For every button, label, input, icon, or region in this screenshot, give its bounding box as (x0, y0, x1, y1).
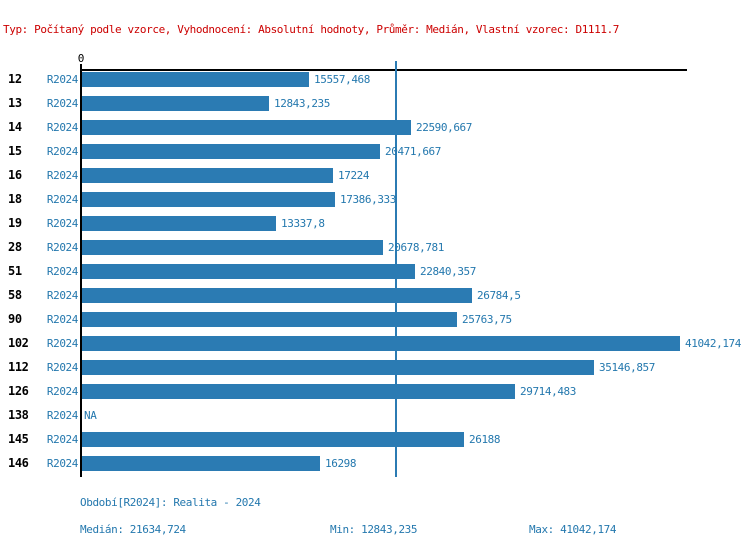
row-category-label: 18 (8, 192, 22, 206)
row-category-label: 15 (8, 144, 22, 158)
row-category-label: 51 (8, 264, 22, 278)
bar (82, 96, 269, 111)
row-category-label: 126 (8, 384, 29, 398)
bar-row: 13 R2024 12843,235 (0, 96, 750, 111)
axis-zero-label: 0 (77, 52, 85, 65)
bar (82, 168, 333, 183)
bar (82, 192, 335, 207)
row-category-label: 14 (8, 120, 22, 134)
bar-row: 58 R2024 26784,5 (0, 288, 750, 303)
row-series-label: R2024 (46, 73, 79, 86)
bar-value-label: 12843,235 (274, 97, 331, 110)
bar-value-label: 25763,75 (462, 313, 512, 326)
row-series-label: R2024 (46, 169, 79, 182)
bar-value-label: 13337,8 (281, 217, 325, 230)
bar (82, 216, 276, 231)
bar-value-label: 26784,5 (477, 289, 521, 302)
bar-value-label: 35146,857 (599, 361, 656, 374)
row-series-label: R2024 (46, 289, 79, 302)
bar-row: 102 R2024 41042,174 (0, 336, 750, 351)
row-category-label: 90 (8, 312, 22, 326)
row-series-label: R2024 (46, 193, 79, 206)
footer-max-label: Max: 41042,174 (529, 523, 617, 536)
x-axis-top-line (81, 69, 687, 71)
row-series-label: R2024 (46, 265, 79, 278)
bar-row: 16 R2024 17224 (0, 168, 750, 183)
bar (82, 72, 309, 87)
bar (82, 264, 415, 279)
row-category-label: 138 (8, 408, 29, 422)
row-series-label: R2024 (46, 145, 79, 158)
row-category-label: 16 (8, 168, 22, 182)
bar-row: 28 R2024 20678,781 (0, 240, 750, 255)
bar-value-label: 22840,357 (420, 265, 477, 278)
y-axis-line (80, 64, 82, 477)
row-category-label: 146 (8, 456, 29, 470)
row-series-label: R2024 (46, 217, 79, 230)
bar-row: 12 R2024 15557,468 (0, 72, 750, 87)
row-series-label: R2024 (46, 337, 79, 350)
bar (82, 336, 680, 351)
report-header-title: Typ: Počítaný podle vzorce, Vyhodnocení:… (3, 23, 620, 36)
na-label: NA (84, 409, 97, 422)
footer-period-label: Období[R2024]: Realita - 2024 (80, 496, 261, 509)
row-series-label: R2024 (46, 385, 79, 398)
bar-row: 19 R2024 13337,8 (0, 216, 750, 231)
bar (82, 432, 464, 447)
row-category-label: 102 (8, 336, 29, 350)
bar-value-label: 26188 (469, 433, 501, 446)
bar-row: 18 R2024 17386,333 (0, 192, 750, 207)
row-category-label: 28 (8, 240, 22, 254)
bar-row: 51 R2024 22840,357 (0, 264, 750, 279)
row-series-label: R2024 (46, 457, 79, 470)
bar (82, 144, 380, 159)
bar-value-label: 41042,174 (685, 337, 742, 350)
row-category-label: 112 (8, 360, 29, 374)
bar-value-label: 20678,781 (388, 241, 445, 254)
row-series-label: R2024 (46, 361, 79, 374)
bar-row: 138 R2024 NA (0, 408, 750, 423)
row-category-label: 19 (8, 216, 22, 230)
bar (82, 384, 515, 399)
bar-row: 15 R2024 20471,667 (0, 144, 750, 159)
row-category-label: 13 (8, 96, 22, 110)
bar (82, 456, 320, 471)
row-series-label: R2024 (46, 241, 79, 254)
bar (82, 120, 411, 135)
bar-row: 14 R2024 22590,667 (0, 120, 750, 135)
bar-row: 112 R2024 35146,857 (0, 360, 750, 375)
row-series-label: R2024 (46, 97, 79, 110)
bar-row: 145 R2024 26188 (0, 432, 750, 447)
bar (82, 240, 383, 255)
bar-value-label: 15557,468 (314, 73, 371, 86)
bar-value-label: 17386,333 (340, 193, 397, 206)
bar-value-label: 22590,667 (416, 121, 473, 134)
row-category-label: 58 (8, 288, 22, 302)
footer-min-label: Min: 12843,235 (330, 523, 418, 536)
row-series-label: R2024 (46, 313, 79, 326)
bar (82, 288, 472, 303)
bar-value-label: 16298 (325, 457, 357, 470)
bar (82, 312, 457, 327)
row-series-label: R2024 (46, 121, 79, 134)
bar-row: 90 R2024 25763,75 (0, 312, 750, 327)
bar-value-label: 20471,667 (385, 145, 442, 158)
bar (82, 360, 594, 375)
row-series-label: R2024 (46, 433, 79, 446)
bar-value-label: 29714,483 (520, 385, 577, 398)
bar-value-label: 17224 (338, 169, 370, 182)
row-category-label: 12 (8, 72, 22, 86)
row-series-label: R2024 (46, 409, 79, 422)
bar-row: 126 R2024 29714,483 (0, 384, 750, 399)
bar-row: 146 R2024 16298 (0, 456, 750, 471)
row-category-label: 145 (8, 432, 29, 446)
footer-median-label: Medián: 21634,724 (80, 523, 186, 536)
